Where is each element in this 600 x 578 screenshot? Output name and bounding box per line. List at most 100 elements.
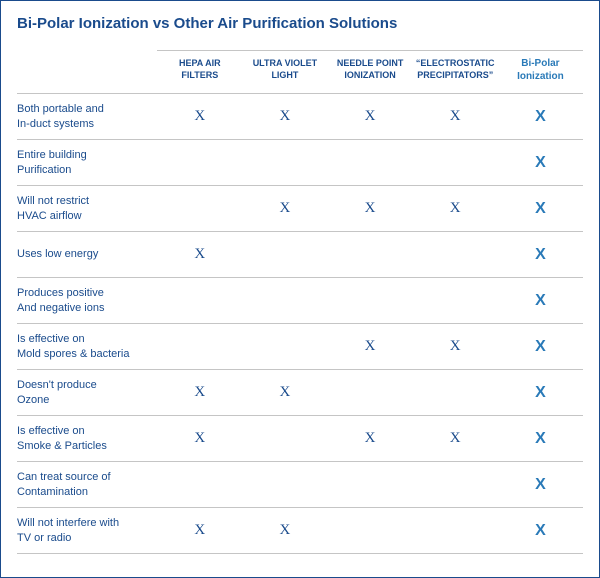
feature-mark: X	[157, 508, 242, 554]
row-label: Will not interfere with TV or radio	[17, 508, 157, 554]
row-label-line1: Both portable and	[17, 103, 104, 115]
feature-mark: X	[498, 232, 583, 278]
check-mark: X	[535, 430, 546, 447]
feature-mark	[413, 508, 498, 554]
feature-mark: X	[157, 416, 242, 462]
check-mark: X	[535, 384, 546, 401]
row-label-line2: In-duct systems	[17, 118, 94, 130]
table-row: Uses low energyXX	[17, 232, 583, 278]
column-header-line1: HEPA AIR	[179, 58, 221, 68]
check-mark: X	[535, 476, 546, 493]
feature-mark: X	[242, 94, 327, 140]
table-row: Can treat source of Contamination X	[17, 462, 583, 508]
row-label-line1: Will not interfere with	[17, 517, 119, 529]
feature-mark: X	[157, 94, 242, 140]
feature-mark: X	[413, 186, 498, 232]
check-mark: X	[450, 430, 461, 446]
feature-mark	[413, 232, 498, 278]
comparison-chart: Bi-Polar Ionization vs Other Air Purific…	[0, 0, 600, 578]
check-mark: X	[535, 292, 546, 309]
column-header-line1: ULTRA VIOLET	[253, 58, 318, 68]
table-header-empty	[17, 51, 157, 94]
row-label-line1: Can treat source of	[17, 471, 111, 483]
check-mark: X	[194, 430, 205, 446]
check-mark: X	[194, 384, 205, 400]
feature-mark: X	[413, 416, 498, 462]
check-mark: X	[535, 108, 546, 125]
check-mark: X	[194, 108, 205, 124]
row-label: Will not restrictHVAC airflow	[17, 186, 157, 232]
check-mark: X	[535, 154, 546, 171]
feature-mark: X	[498, 278, 583, 324]
row-label-line2: Ozone	[17, 394, 49, 406]
feature-mark	[328, 278, 413, 324]
column-header: HEPA AIR FILTERS	[157, 51, 242, 94]
feature-mark	[413, 278, 498, 324]
feature-mark	[242, 416, 327, 462]
check-mark: X	[535, 246, 546, 263]
column-header: “ELECTROSTATICPRECIPITATORS”	[413, 51, 498, 94]
table-row: Is effective onSmoke & Particles X X X X	[17, 416, 583, 462]
column-header-line2: Ionization	[517, 71, 564, 82]
column-header-line2: FILTERS	[181, 70, 218, 80]
table-row: Will not interfere with TV or radio X X X	[17, 508, 583, 554]
feature-mark: X	[328, 94, 413, 140]
column-header: ULTRA VIOLET LIGHT	[242, 51, 327, 94]
column-header-line2: PRECIPITATORS”	[417, 70, 493, 80]
row-label: Is effective onMold spores & bacteria	[17, 324, 157, 370]
feature-mark	[242, 232, 327, 278]
check-mark: X	[365, 200, 376, 216]
column-header-line2: IONIZATION	[344, 70, 395, 80]
feature-mark: X	[498, 140, 583, 186]
table-header-row: HEPA AIR FILTERS ULTRA VIOLET LIGHT NEEDLE P…	[17, 51, 583, 94]
feature-mark	[413, 370, 498, 416]
feature-mark	[157, 278, 242, 324]
feature-mark: X	[498, 370, 583, 416]
column-header: NEEDLE POINTIONIZATION	[328, 51, 413, 94]
column-header: Bi-Polar Ionization	[498, 51, 583, 94]
check-mark: X	[365, 430, 376, 446]
row-label-line2: TV or radio	[17, 532, 71, 544]
row-label-line1: Entire building	[17, 149, 87, 161]
check-mark: X	[450, 338, 461, 354]
feature-mark	[328, 462, 413, 508]
row-label: Produces positiveAnd negative ions	[17, 278, 157, 324]
feature-mark	[328, 508, 413, 554]
feature-mark: X	[328, 416, 413, 462]
feature-mark	[328, 370, 413, 416]
row-label: Uses low energy	[17, 232, 157, 278]
row-label-line2: And negative ions	[17, 302, 104, 314]
check-mark: X	[280, 200, 291, 216]
feature-mark: X	[413, 324, 498, 370]
feature-mark	[242, 462, 327, 508]
check-mark: X	[535, 522, 546, 539]
row-label: Is effective onSmoke & Particles	[17, 416, 157, 462]
feature-mark: X	[328, 324, 413, 370]
row-label-line2: Contamination	[17, 486, 88, 498]
row-label: Entire buildingPurification	[17, 140, 157, 186]
feature-mark	[157, 140, 242, 186]
row-label-line2: HVAC airflow	[17, 210, 82, 222]
column-header-line1: Bi-Polar	[521, 58, 559, 69]
table-row: Doesn't produce Ozone X X X	[17, 370, 583, 416]
row-label-line2: Smoke & Particles	[17, 440, 107, 452]
check-mark: X	[450, 108, 461, 124]
feature-mark	[157, 324, 242, 370]
feature-mark	[328, 232, 413, 278]
row-label: Both portable and In-duct systems	[17, 94, 157, 140]
feature-mark: X	[498, 508, 583, 554]
feature-mark: X	[242, 370, 327, 416]
check-mark: X	[365, 108, 376, 124]
check-mark: X	[535, 200, 546, 217]
feature-mark: X	[328, 186, 413, 232]
column-header-line2: LIGHT	[271, 70, 298, 80]
check-mark: X	[280, 108, 291, 124]
feature-mark	[157, 186, 242, 232]
row-label-line1: Is effective on	[17, 333, 85, 345]
feature-mark: X	[413, 94, 498, 140]
check-mark: X	[280, 522, 291, 538]
check-mark: X	[535, 338, 546, 355]
row-label-line1: Doesn't produce	[17, 379, 97, 391]
feature-mark	[413, 140, 498, 186]
comparison-table: HEPA AIR FILTERS ULTRA VIOLET LIGHT NEEDLE P…	[17, 50, 583, 554]
